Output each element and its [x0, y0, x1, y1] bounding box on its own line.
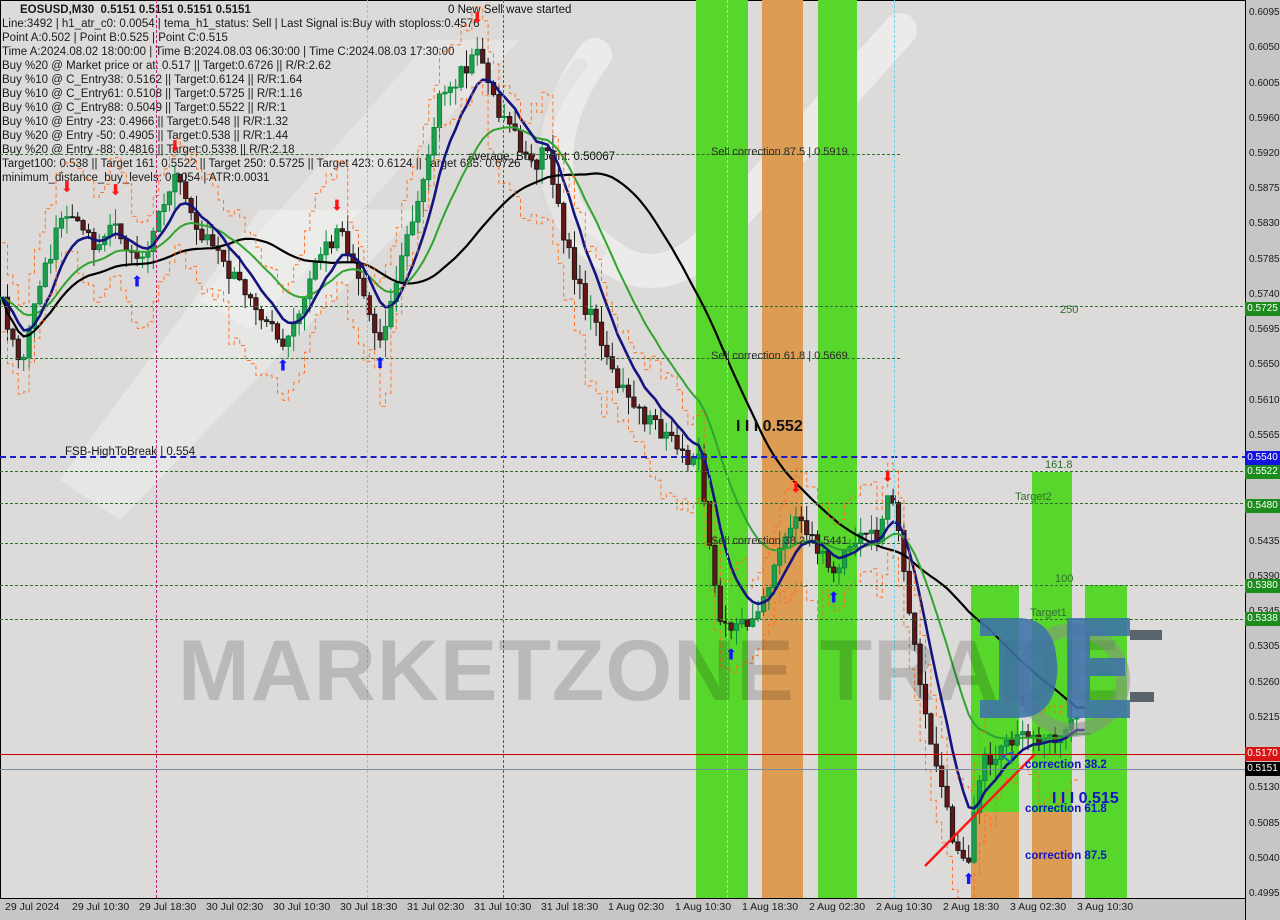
svg-text:⬆: ⬆ — [827, 589, 840, 606]
svg-text:⬇: ⬇ — [109, 182, 122, 199]
svg-text:⬇: ⬇ — [61, 179, 74, 196]
svg-text:⬆: ⬆ — [962, 871, 975, 888]
svg-text:⬇: ⬇ — [790, 480, 803, 497]
svg-text:⬇: ⬇ — [331, 198, 344, 215]
svg-text:⬆: ⬆ — [131, 273, 144, 290]
svg-text:⬇: ⬇ — [471, 10, 484, 27]
svg-text:⬇: ⬇ — [169, 138, 182, 155]
svg-text:⬆: ⬆ — [277, 357, 290, 374]
